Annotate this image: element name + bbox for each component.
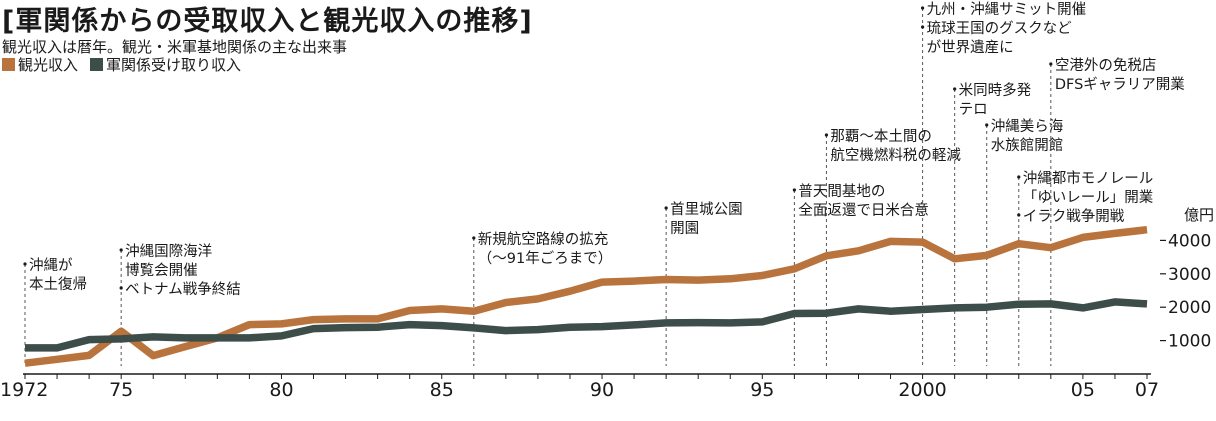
series-layer xyxy=(24,225,1148,367)
annotation-bullet xyxy=(1017,175,1021,179)
x-tick-label: 05 xyxy=(1071,379,1095,401)
x-tick-label: 95 xyxy=(750,379,774,401)
x-tick-label: 80 xyxy=(269,379,293,401)
annotation-bullet xyxy=(824,133,829,137)
annotation-bullet xyxy=(953,87,957,91)
annotation-text: 沖縄美ら海 xyxy=(991,118,1064,135)
annotation-bullet xyxy=(119,286,123,290)
annotation-bullet xyxy=(1049,62,1053,66)
legend-label: 軍関係受け取り収入 xyxy=(106,56,241,74)
annotation-bullet xyxy=(23,262,27,266)
annotation-text: 琉球王国のグスクなど xyxy=(927,20,1072,37)
annotation-text: 米同時多発 xyxy=(959,82,1032,99)
annotation-bullet xyxy=(1017,213,1021,217)
annotation-text: イラク戦争開戦 xyxy=(1023,207,1125,225)
annotation-text: 航空機燃料税の軽減 xyxy=(830,146,961,164)
legend-swatch xyxy=(90,58,103,71)
annotation-bullet xyxy=(119,248,123,252)
annotation-text: 「ゆいレール」開業 xyxy=(1023,189,1154,206)
annotation-text: 全面返還で日米合意 xyxy=(798,201,929,219)
annotation-text: 水族館開館 xyxy=(991,137,1064,154)
x-tick-label: 75 xyxy=(109,379,133,401)
x-tick-label: 85 xyxy=(430,379,454,401)
y-tick-label: 3000 xyxy=(1168,265,1211,285)
x-tick-label: 1972 xyxy=(0,379,48,401)
annotation-text: 沖縄都市モノレール xyxy=(1023,170,1154,187)
annotation-bullet xyxy=(792,188,796,192)
annotation-text: 開園 xyxy=(670,221,699,237)
annotation-text: 空港外の免税店 xyxy=(1055,57,1157,74)
annotation-bullet xyxy=(664,206,668,210)
legend: 観光収入 軍関係受け取り収入 xyxy=(2,56,241,74)
y-tick-label: 4000 xyxy=(1168,231,1211,251)
annotation-bullet xyxy=(472,236,476,240)
annotation-text: 首里城公園 xyxy=(670,201,743,218)
y-tick-label: 1000 xyxy=(1168,332,1211,352)
annotation-bullet xyxy=(921,25,925,29)
annotation-text: 沖縄国際海洋 xyxy=(125,243,212,260)
annotation-bullet xyxy=(921,6,925,10)
annotation-text: 新規航空路線の拡充 xyxy=(478,231,609,248)
legend-swatch xyxy=(2,58,15,71)
annotation-text: DFSギャラリア開業 xyxy=(1055,76,1185,93)
annotation-text: 普天間基地の xyxy=(798,183,885,200)
annotation-text: ベトナム戦争終結 xyxy=(125,280,241,298)
legend-label: 観光収入 xyxy=(18,56,78,74)
x-tick-label: 2000 xyxy=(898,379,946,401)
annotation-text: テロ xyxy=(959,102,988,118)
annotation-text: が世界遺産に xyxy=(927,39,1014,56)
chart-subtitle: 観光収入は暦年。観光・米軍基地関係の主な出来事 xyxy=(2,38,347,56)
annotation-text: 九州・沖縄サミット開催 xyxy=(927,1,1087,18)
series-line-military xyxy=(25,298,1148,352)
axes: 1972 75 80 85 90 95 2000 05 07 1000 2000 3000 4000 xyxy=(0,231,1211,401)
annotation-text: 沖縄が xyxy=(29,257,73,274)
chart-title: [軍関係からの受取収入と観光収入の推移] xyxy=(2,5,533,37)
x-tick-label: 90 xyxy=(590,379,614,401)
annotation-text: 本土復帰 xyxy=(29,275,87,293)
x-tick-label: 07 xyxy=(1135,379,1159,401)
annotation-text: 那覇〜本土間の xyxy=(830,128,932,145)
y-tick-label: 2000 xyxy=(1168,298,1211,318)
y-axis-unit: 億円 xyxy=(1184,206,1214,224)
annotation-text: （〜91年ごろまで） xyxy=(478,250,612,267)
annotation-bullet xyxy=(985,123,989,127)
annotation-text: 博覧会開催 xyxy=(125,262,197,279)
